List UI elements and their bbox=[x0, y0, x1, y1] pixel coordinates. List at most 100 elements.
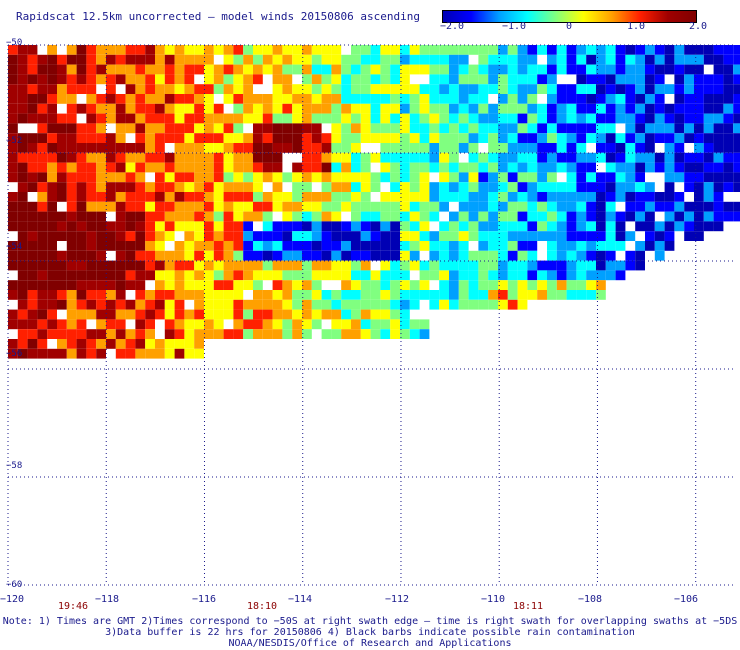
wind-cell bbox=[262, 221, 273, 232]
wind-cell bbox=[155, 280, 165, 290]
wind-cell bbox=[115, 221, 126, 232]
wind-cell bbox=[292, 319, 302, 330]
wind-cell bbox=[370, 103, 381, 114]
wind-cell bbox=[115, 113, 126, 124]
wind-cell bbox=[380, 54, 391, 65]
wind-cell bbox=[17, 348, 28, 359]
wind-cell bbox=[262, 143, 273, 153]
wind-cell bbox=[645, 103, 655, 114]
wind-cell bbox=[576, 45, 587, 55]
wind-cell bbox=[537, 143, 547, 153]
wind-cell bbox=[174, 133, 185, 143]
wind-cell bbox=[547, 113, 557, 124]
wind-cell bbox=[596, 211, 606, 222]
wind-cell bbox=[380, 113, 391, 124]
wind-cell bbox=[204, 329, 214, 339]
wind-cell bbox=[194, 192, 204, 202]
wind-cell bbox=[311, 74, 322, 85]
wind-cell bbox=[429, 152, 440, 163]
wind-cell bbox=[556, 45, 567, 55]
wind-cell bbox=[174, 152, 185, 163]
wind-cell bbox=[331, 290, 342, 300]
wind-cell bbox=[586, 211, 596, 222]
wind-cell bbox=[145, 45, 155, 55]
wind-cell bbox=[439, 201, 449, 212]
wind-cell bbox=[311, 123, 322, 134]
wind-cell bbox=[360, 319, 371, 330]
wind-cell bbox=[596, 54, 606, 65]
wind-cell bbox=[272, 290, 283, 300]
wind-cell bbox=[723, 74, 734, 85]
wind-cell bbox=[331, 250, 342, 261]
wind-cell bbox=[115, 192, 126, 202]
lat-label: −60 bbox=[6, 580, 23, 590]
wind-cell bbox=[115, 152, 126, 163]
wind-cell bbox=[449, 64, 459, 75]
wind-cell bbox=[194, 329, 204, 339]
wind-cell bbox=[164, 231, 175, 241]
wind-cell bbox=[390, 64, 400, 75]
wind-cell bbox=[390, 54, 400, 65]
wind-cell bbox=[184, 143, 195, 153]
wind-cell bbox=[311, 84, 322, 94]
wind-cell bbox=[262, 231, 273, 241]
wind-cell bbox=[145, 84, 155, 94]
wind-cell bbox=[400, 113, 410, 124]
wind-cell bbox=[184, 201, 195, 212]
wind-cell bbox=[615, 133, 626, 143]
wind-cell bbox=[370, 84, 381, 94]
wind-cell bbox=[174, 94, 185, 104]
wind-cell bbox=[645, 113, 655, 124]
wind-cell bbox=[703, 192, 714, 202]
wind-cell bbox=[586, 162, 596, 173]
wind-cell bbox=[576, 103, 587, 114]
wind-cell bbox=[155, 123, 165, 134]
wind-cell bbox=[27, 74, 38, 85]
wind-cell bbox=[233, 260, 244, 271]
wind-cell bbox=[566, 192, 577, 202]
wind-cell bbox=[400, 54, 410, 65]
wind-cell bbox=[37, 319, 48, 330]
wind-cell bbox=[76, 319, 87, 330]
wind-cell bbox=[253, 211, 263, 222]
wind-cell bbox=[615, 94, 626, 104]
wind-cell bbox=[713, 133, 724, 143]
wind-cell bbox=[478, 211, 489, 222]
wind-cell bbox=[223, 260, 234, 271]
wind-cell bbox=[537, 270, 547, 281]
wind-cell bbox=[674, 221, 685, 232]
wind-cell bbox=[272, 113, 283, 124]
wind-cell bbox=[576, 143, 587, 153]
wind-cell bbox=[380, 280, 391, 290]
wind-cell bbox=[311, 260, 322, 271]
wind-cell bbox=[253, 113, 263, 124]
wind-cell bbox=[76, 309, 87, 320]
wind-cell bbox=[155, 270, 165, 281]
wind-cell bbox=[8, 201, 18, 212]
wind-cell bbox=[125, 201, 136, 212]
wind-cell bbox=[272, 201, 283, 212]
wind-cell bbox=[204, 280, 214, 290]
wind-cell bbox=[370, 250, 381, 261]
wind-cell bbox=[302, 280, 312, 290]
wind-cell bbox=[302, 270, 312, 281]
wind-cell bbox=[331, 172, 342, 183]
wind-cell bbox=[253, 192, 263, 202]
wind-cell bbox=[96, 143, 106, 153]
wind-cell bbox=[498, 143, 508, 153]
wind-cell bbox=[478, 201, 489, 212]
wind-cell bbox=[184, 74, 195, 85]
wind-cell bbox=[674, 113, 685, 124]
wind-cell bbox=[449, 152, 459, 163]
wind-cell bbox=[547, 270, 557, 281]
wind-cell bbox=[478, 241, 489, 251]
wind-cell bbox=[645, 231, 655, 241]
wind-cell bbox=[8, 241, 18, 251]
wind-cell bbox=[27, 280, 38, 290]
wind-cell bbox=[213, 162, 224, 173]
wind-cell bbox=[57, 64, 67, 75]
wind-cell bbox=[703, 84, 714, 94]
lat-label: −54 bbox=[6, 242, 23, 252]
wind-cell bbox=[243, 309, 253, 320]
wind-cell bbox=[223, 94, 234, 104]
